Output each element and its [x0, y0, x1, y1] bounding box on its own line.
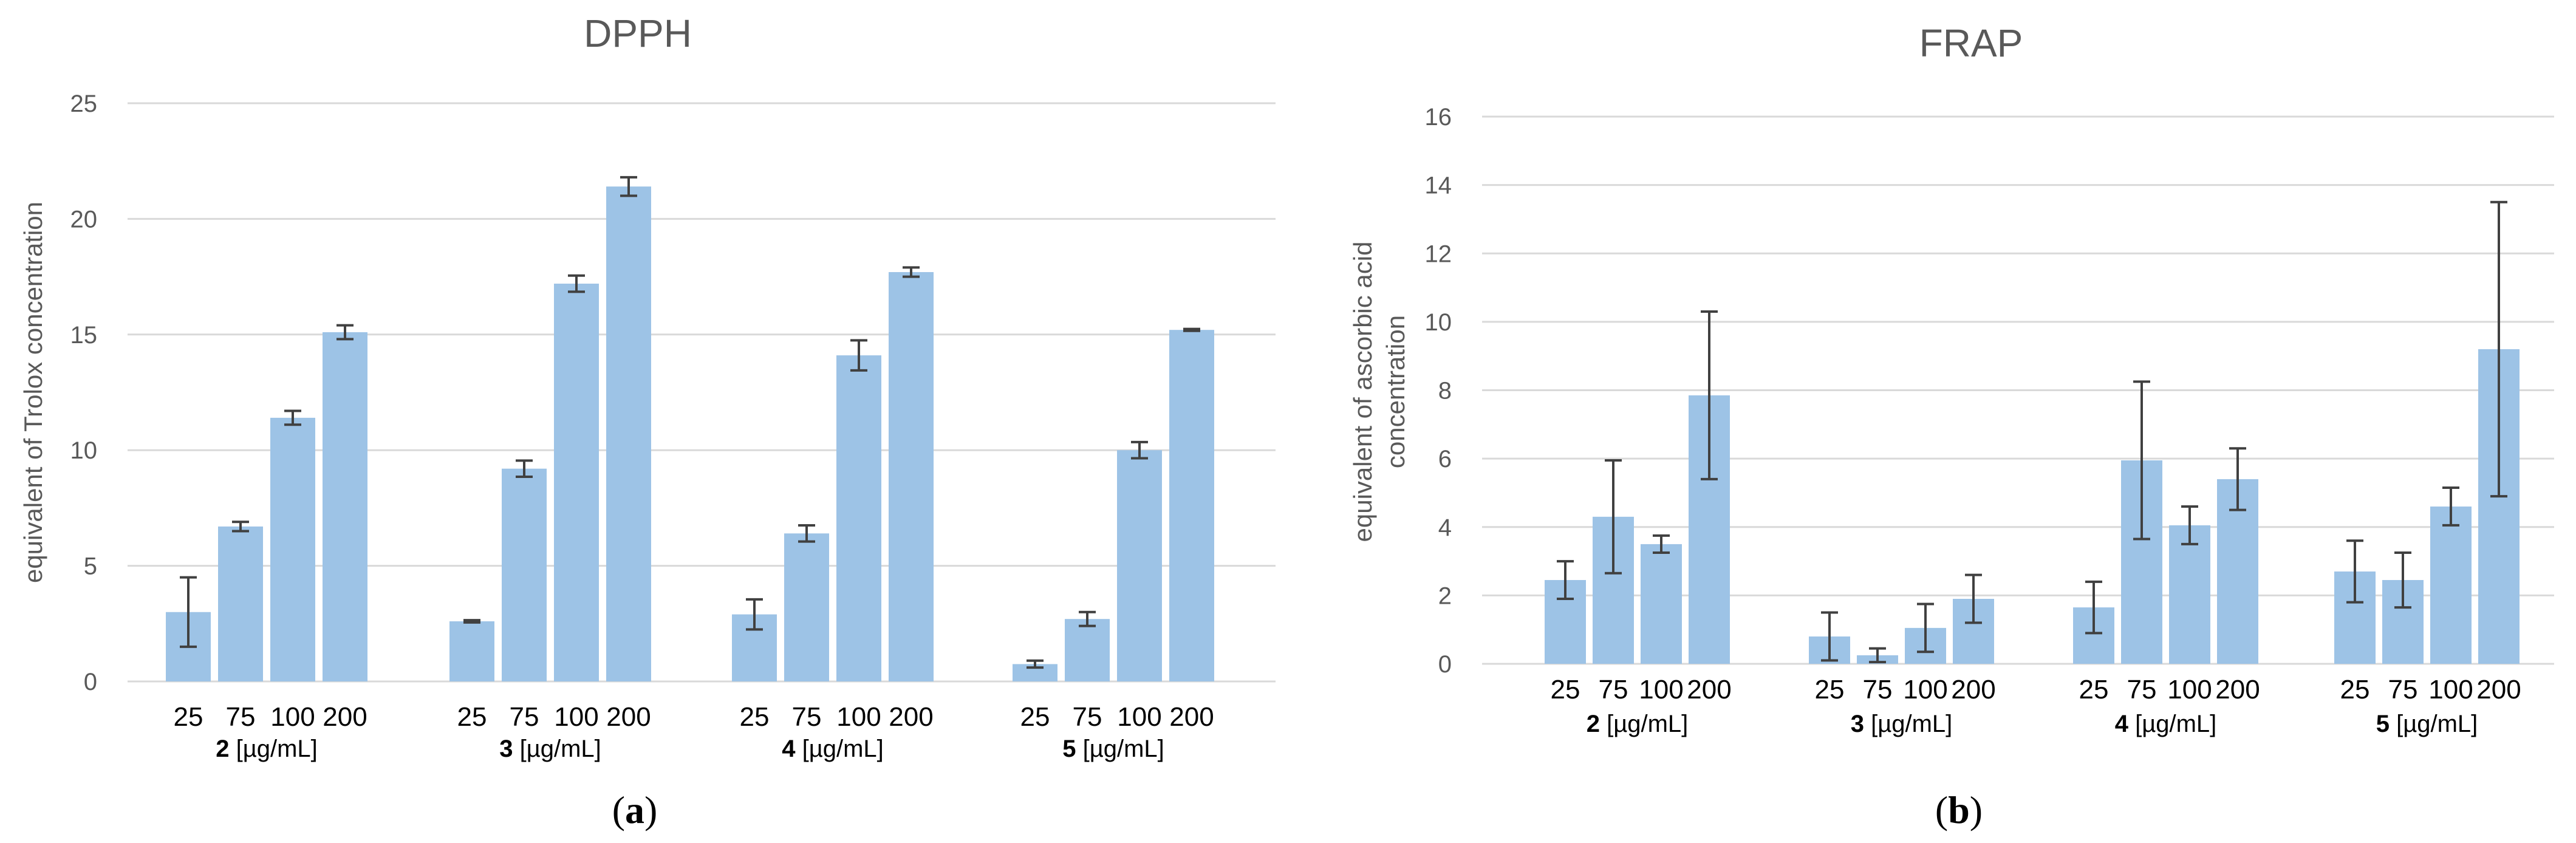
bar — [323, 332, 367, 681]
x-tick-label: 25 — [174, 702, 203, 732]
x-tick-label: 75 — [2388, 675, 2418, 705]
y-tick-label: 10 — [70, 437, 98, 464]
x-tick-label: 100 — [1903, 675, 1947, 705]
x-tick-label: 25 — [1020, 702, 1050, 732]
group-unit: [µg/mL] — [229, 735, 317, 762]
group-label: 2 [µg/mL] — [1587, 711, 1689, 737]
group-label: 2 [µg/mL] — [216, 735, 318, 762]
group-id: 5 — [1062, 735, 1076, 762]
y-tick-label: 6 — [1438, 446, 1452, 473]
group-label: 3 [µg/mL] — [499, 735, 601, 762]
bar — [449, 621, 494, 681]
y-tick-label: 15 — [70, 322, 98, 349]
y-tick-label: 0 — [1438, 651, 1452, 678]
group-unit: [µg/mL] — [513, 735, 601, 762]
x-tick-label: 75 — [1863, 675, 1893, 705]
frap-chart: FRAP 0 2 4 6 8 10 12 14 16 equivalent of ascorbic … — [1348, 21, 2554, 831]
y-tick-label: 2 — [1438, 582, 1452, 609]
group-label: 5 [µg/mL] — [1062, 735, 1164, 762]
x-tick-label: 100 — [270, 702, 315, 732]
y-tick-label: 25 — [70, 90, 98, 117]
x-tick-label: 200 — [2476, 675, 2521, 705]
x-tick-label: 200 — [1687, 675, 1731, 705]
y-axis-label-line: equivalent of Trolox concentration — [19, 202, 47, 583]
x-tick-label: 200 — [1169, 702, 1214, 732]
bar — [270, 417, 315, 681]
bar — [1641, 544, 1682, 664]
x-tick-label: 100 — [554, 702, 598, 732]
x-tick-label: 25 — [2079, 675, 2109, 705]
x-tick-label: 200 — [1951, 675, 1995, 705]
bar — [1065, 619, 1110, 681]
group-unit: [µg/mL] — [1600, 711, 1688, 737]
y-axis-label: equivalent of ascorbic acid concentration — [1348, 242, 1410, 542]
bar — [218, 526, 263, 681]
group-unit: [µg/mL] — [2128, 711, 2216, 737]
group-id: 2 — [216, 735, 229, 762]
bar — [2169, 525, 2210, 664]
x-tick-label: 100 — [1639, 675, 1683, 705]
x-tick-label: 100 — [1117, 702, 1161, 732]
x-tick-label: 25 — [457, 702, 487, 732]
y-tick-label: 0 — [84, 669, 97, 695]
group-label: 4 [µg/mL] — [782, 735, 884, 762]
bar — [889, 271, 934, 681]
y-axis-label: equivalent of Trolox concentration — [19, 202, 47, 583]
y-axis-label-line: equivalent of ascorbic acid — [1348, 242, 1377, 542]
panel-label: (a) — [612, 788, 658, 831]
x-tick-label: 200 — [889, 702, 933, 732]
group-id: 3 — [499, 735, 513, 762]
bar — [1117, 450, 1162, 681]
y-axis-label-line: concentration — [1381, 315, 1410, 468]
x-tick-label: 25 — [1815, 675, 1845, 705]
group-unit: [µg/mL] — [795, 735, 883, 762]
y-tick-label: 4 — [1438, 514, 1452, 541]
x-tick-label: 200 — [606, 702, 651, 732]
group-label: 4 [µg/mL] — [2115, 711, 2217, 737]
x-tick-label: 75 — [2127, 675, 2157, 705]
y-tick-label: 12 — [1425, 241, 1452, 267]
x-tick-label: 25 — [1551, 675, 1580, 705]
bar — [836, 355, 881, 681]
group-id: 5 — [2376, 711, 2390, 737]
group-unit: [µg/mL] — [1864, 711, 1952, 737]
x-tick-label: 75 — [792, 702, 822, 732]
group-label: 5 [µg/mL] — [2376, 711, 2478, 737]
y-tick-label: 5 — [84, 553, 97, 580]
x-tick-label: 25 — [740, 702, 770, 732]
x-tick-label: 200 — [2215, 675, 2260, 705]
x-tick-label: 200 — [323, 702, 367, 732]
group-label: 3 [µg/mL] — [1851, 711, 1953, 737]
x-tick-label: 100 — [2428, 675, 2473, 705]
chart-title: FRAP — [1919, 21, 2023, 65]
bar — [784, 533, 829, 681]
bar — [554, 284, 599, 681]
group-id: 3 — [1851, 711, 1864, 737]
x-tick-label: 75 — [510, 702, 539, 732]
group-id: 2 — [1587, 711, 1600, 737]
group-unit: [µg/mL] — [1076, 735, 1164, 762]
x-tick-label: 75 — [1599, 675, 1628, 705]
y-tick-label: 8 — [1438, 378, 1452, 404]
x-tick-label: 75 — [226, 702, 256, 732]
x-tick-label: 25 — [2340, 675, 2370, 705]
y-tick-label: 16 — [1425, 104, 1452, 131]
y-tick-label: 20 — [70, 206, 98, 233]
group-id: 4 — [782, 735, 796, 762]
chart-title: DPPH — [584, 12, 692, 55]
bar — [1169, 330, 1214, 681]
bar — [502, 468, 547, 681]
x-tick-label: 100 — [2167, 675, 2212, 705]
bar — [606, 186, 651, 681]
y-tick-label: 14 — [1425, 172, 1452, 199]
y-tick-label: 10 — [1425, 309, 1452, 336]
x-tick-label: 100 — [836, 702, 881, 732]
group-unit: [µg/mL] — [2390, 711, 2478, 737]
bar — [2430, 506, 2472, 664]
panel-label: (b) — [1935, 788, 1983, 831]
x-tick-label: 75 — [1073, 702, 1102, 732]
group-id: 4 — [2115, 711, 2129, 737]
